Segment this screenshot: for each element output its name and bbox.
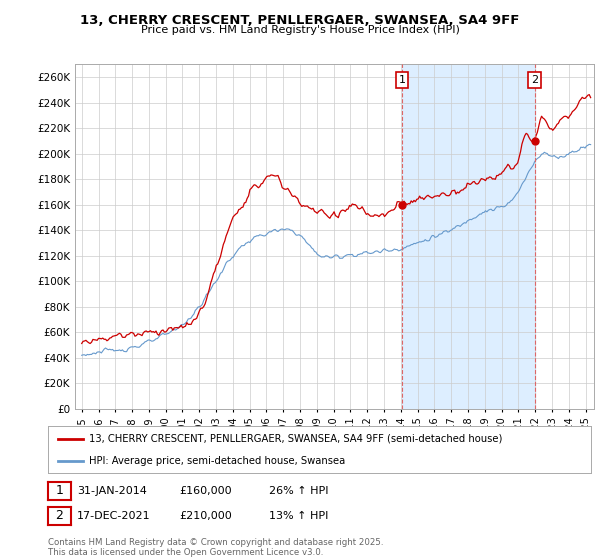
Text: Price paid vs. HM Land Registry's House Price Index (HPI): Price paid vs. HM Land Registry's House …: [140, 25, 460, 35]
Text: £210,000: £210,000: [179, 511, 232, 521]
Text: 2: 2: [55, 509, 64, 522]
Text: 1: 1: [55, 484, 64, 497]
Text: 26% ↑ HPI: 26% ↑ HPI: [269, 486, 328, 496]
Text: 2: 2: [531, 74, 538, 85]
Text: £160,000: £160,000: [179, 486, 232, 496]
Bar: [402, 64, 535, 409]
Text: 13, CHERRY CRESCENT, PENLLERGAER, SWANSEA, SA4 9FF (semi-detached house): 13, CHERRY CRESCENT, PENLLERGAER, SWANSE…: [89, 434, 502, 444]
Text: 13, CHERRY CRESCENT, PENLLERGAER, SWANSEA, SA4 9FF: 13, CHERRY CRESCENT, PENLLERGAER, SWANSE…: [80, 14, 520, 27]
Text: HPI: Average price, semi-detached house, Swansea: HPI: Average price, semi-detached house,…: [89, 456, 345, 466]
Text: 17-DEC-2021: 17-DEC-2021: [77, 511, 151, 521]
Text: 1: 1: [398, 74, 406, 85]
Text: 31-JAN-2014: 31-JAN-2014: [77, 486, 146, 496]
Text: Contains HM Land Registry data © Crown copyright and database right 2025.
This d: Contains HM Land Registry data © Crown c…: [48, 538, 383, 557]
Text: 13% ↑ HPI: 13% ↑ HPI: [269, 511, 328, 521]
